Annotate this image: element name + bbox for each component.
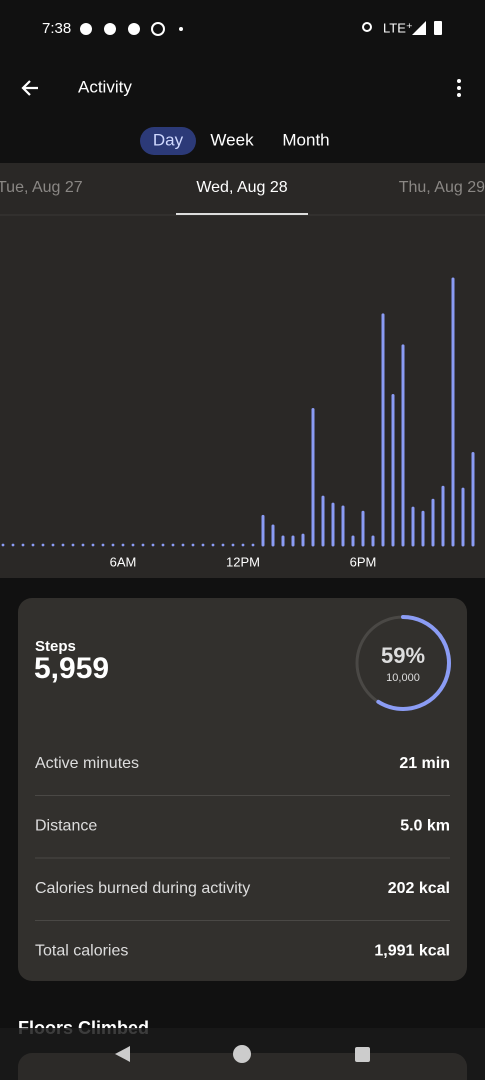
- bar: [161, 543, 165, 547]
- more-button[interactable]: [457, 79, 461, 97]
- location-icon: [362, 22, 372, 32]
- date-tab[interactable]: Thu, Aug 29: [399, 179, 485, 196]
- row-value: 1,991 kcal: [374, 943, 450, 960]
- bar: [151, 543, 155, 547]
- tab[interactable]: Month: [282, 130, 329, 149]
- bar: [21, 543, 25, 547]
- battery-icon: [434, 21, 442, 35]
- signal-icon: [412, 21, 426, 35]
- row-value: 202 kcal: [388, 880, 450, 897]
- status-icon: [179, 27, 183, 31]
- bar: [191, 543, 195, 547]
- bar: [201, 543, 205, 547]
- status-network: LTE⁺: [383, 20, 413, 35]
- status-icon: [128, 23, 140, 35]
- bar: [11, 543, 15, 547]
- stat-rows: Active minutes 21 min Distance 5.0 km Calori…: [35, 755, 450, 960]
- row-value: 5.0 km: [400, 818, 450, 835]
- date-tab[interactable]: Tue, Aug 27: [0, 179, 83, 196]
- header-title: Activity: [78, 77, 132, 96]
- steps-label: Steps: [35, 638, 76, 655]
- nav-home[interactable]: [233, 1045, 251, 1063]
- bar: [81, 543, 85, 547]
- nav-back[interactable]: [115, 1046, 130, 1062]
- selected-tab-bg: [140, 127, 196, 155]
- row-label: Total calories: [35, 943, 128, 960]
- bar: [31, 543, 35, 547]
- bar: [241, 543, 245, 547]
- row-value: 21 min: [399, 755, 450, 772]
- bar: [221, 543, 225, 547]
- bar: [131, 543, 135, 547]
- bar: [251, 543, 255, 547]
- steps-value: 5,959: [34, 652, 109, 685]
- date-tab[interactable]: Wed, Aug 28: [196, 179, 287, 196]
- x-tick-label: 12PM: [226, 554, 260, 569]
- bar: [71, 543, 75, 547]
- progress-arc: [376, 615, 451, 711]
- row-label: Active minutes: [35, 755, 139, 772]
- row-label: Calories burned during activity: [35, 880, 250, 897]
- goal-label: 10,000: [386, 672, 420, 684]
- bar: [61, 543, 65, 547]
- bar: [51, 543, 55, 547]
- bar: [231, 543, 235, 547]
- status-icon: [151, 22, 165, 36]
- bar: [1, 543, 5, 547]
- x-tick-label: 6PM: [350, 554, 377, 569]
- bar: [171, 543, 175, 547]
- row-label: Distance: [35, 818, 97, 835]
- progress-label: 59%: [381, 643, 425, 668]
- summary-card: [18, 598, 467, 981]
- tab[interactable]: Day: [153, 130, 184, 149]
- nav-recents[interactable]: [355, 1047, 370, 1062]
- bar-chart: 6AM 12PM 6PM: [1, 277, 475, 569]
- bar: [41, 543, 45, 547]
- bar: [121, 543, 125, 547]
- bar: [211, 543, 215, 547]
- x-tick-label: 6AM: [110, 554, 137, 569]
- status-time: 7:38: [42, 20, 71, 37]
- tab[interactable]: Week: [210, 130, 254, 149]
- status-icon: [80, 23, 92, 35]
- bar: [91, 543, 95, 547]
- bar: [111, 543, 115, 547]
- back-button[interactable]: [21, 80, 38, 96]
- next-card: [18, 1053, 467, 1080]
- status-icon: [104, 23, 116, 35]
- bar: [101, 543, 105, 547]
- bar: [181, 543, 185, 547]
- bar: [141, 543, 145, 547]
